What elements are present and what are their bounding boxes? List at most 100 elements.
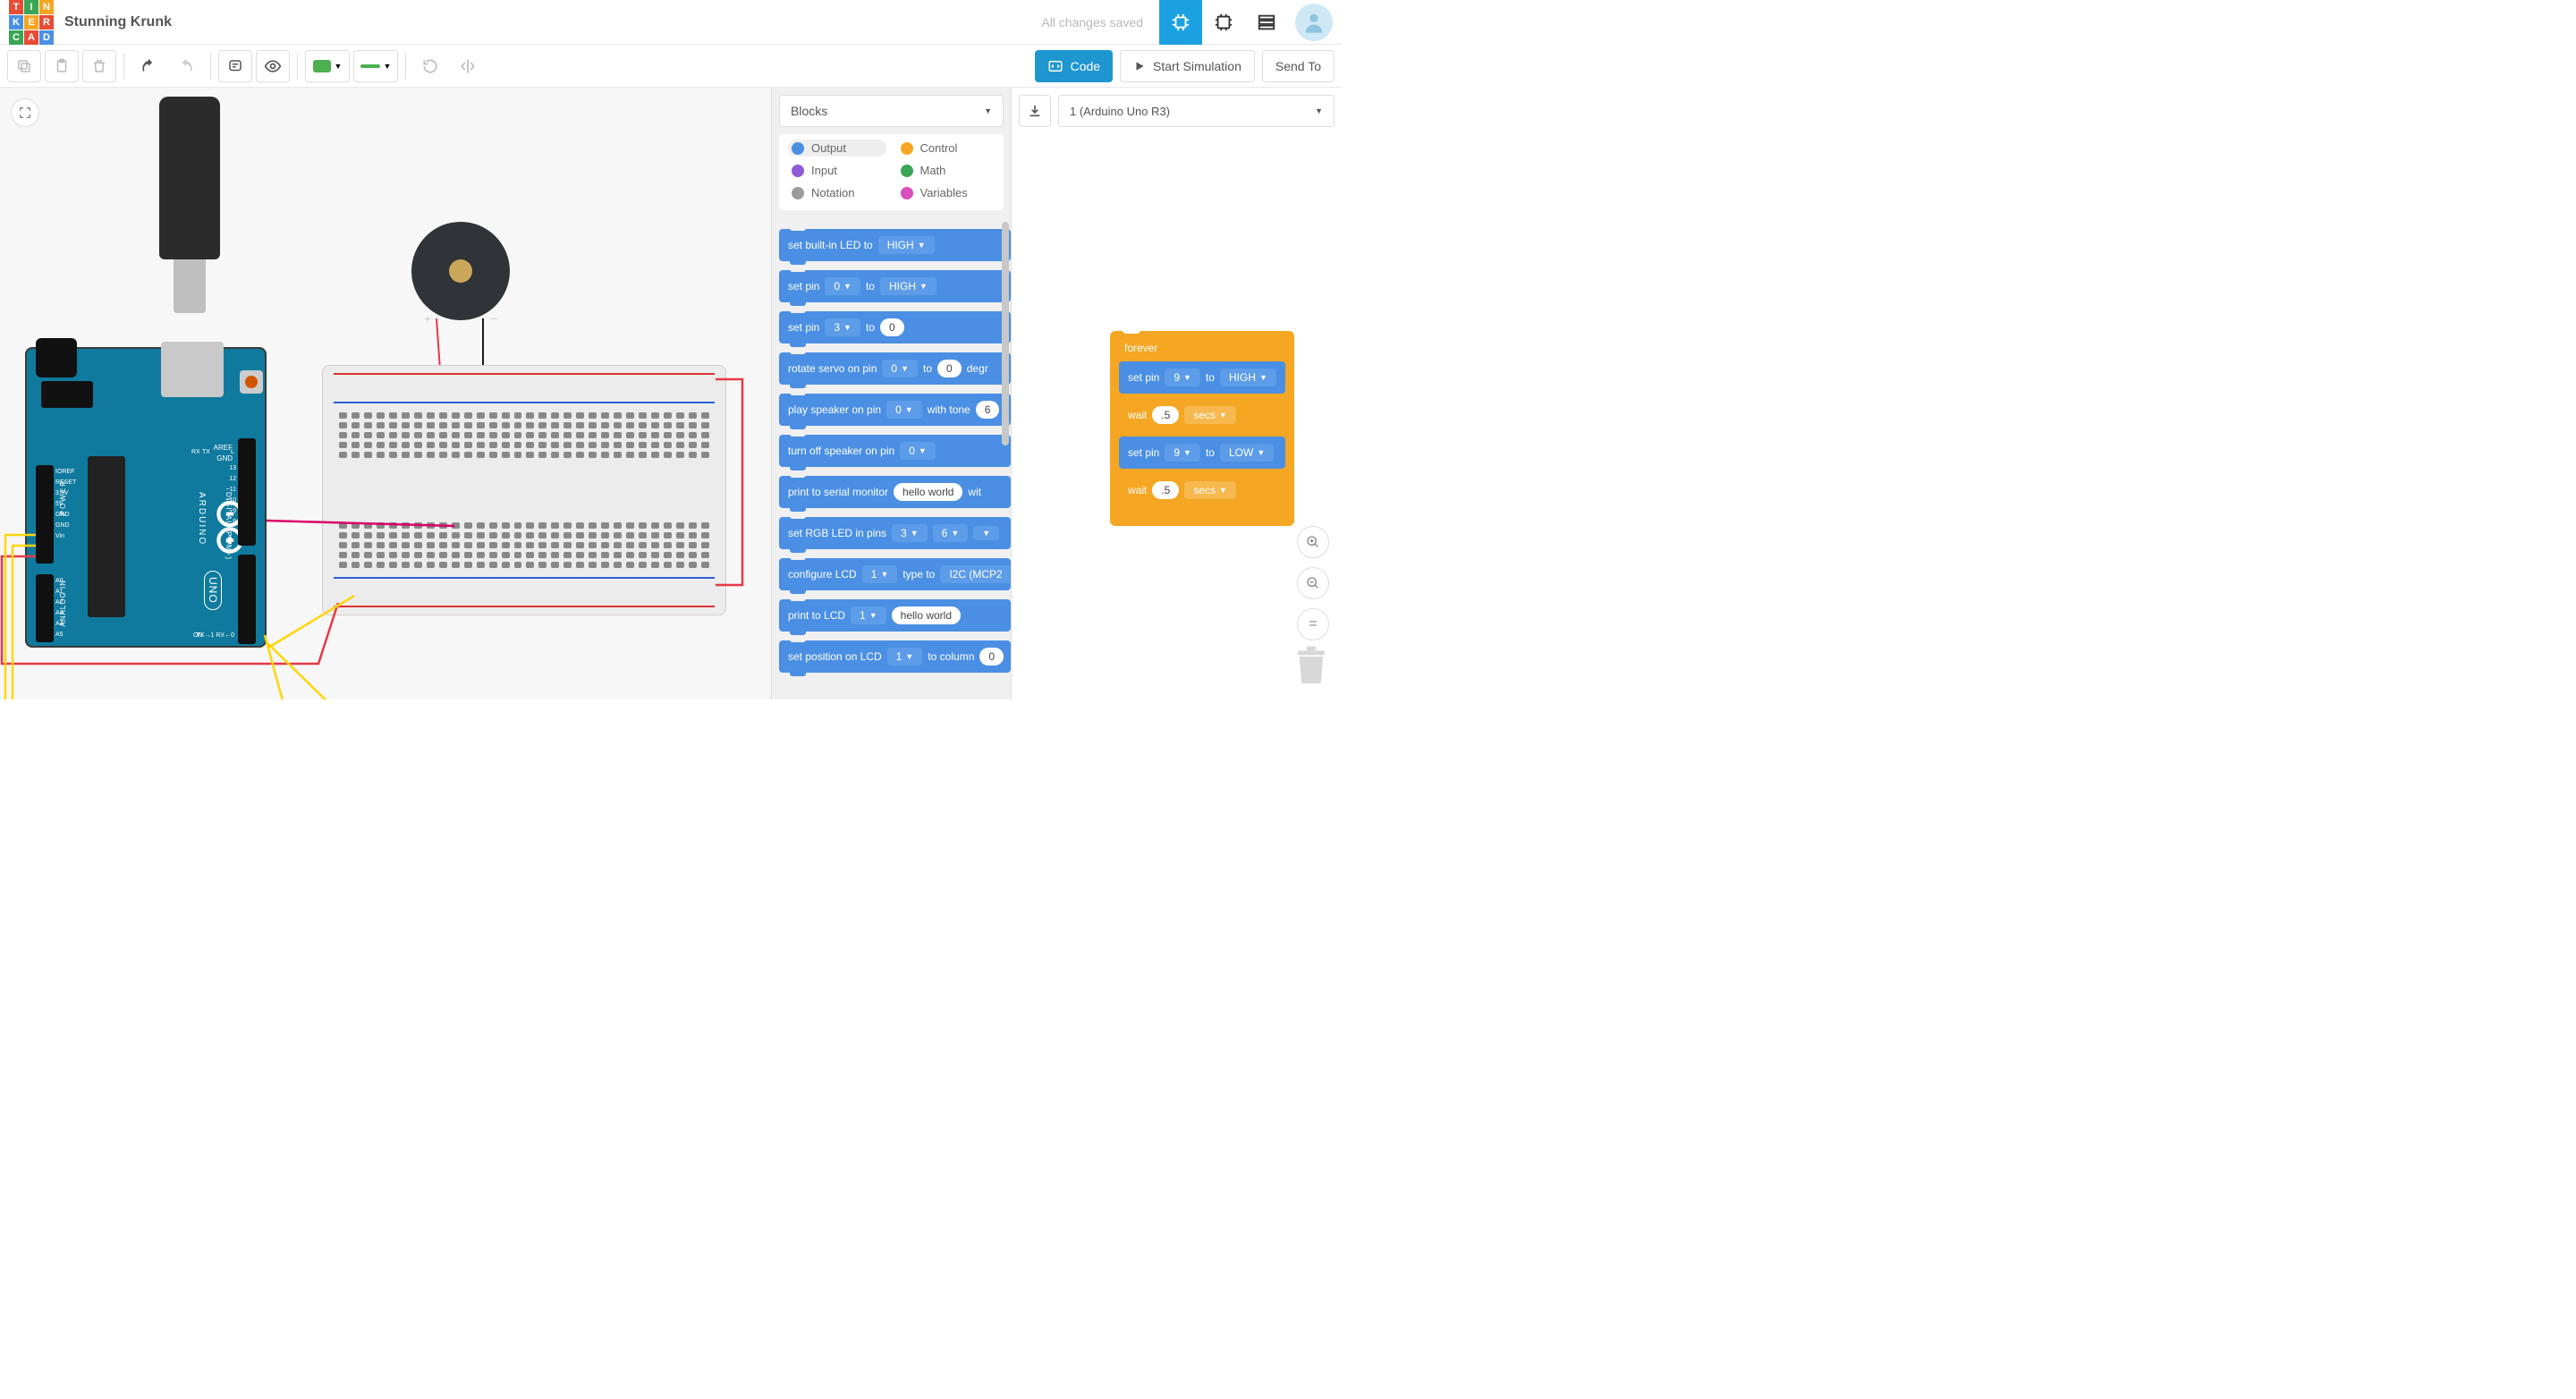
palette-block[interactable]: print to serial monitorhello worldwit (779, 476, 1011, 508)
main-area: + − POWER ANALOG I (0, 88, 1342, 700)
palette-block[interactable]: set position on LCD1 ▼to column0 (779, 640, 1011, 673)
category-notation[interactable]: Notation (788, 184, 886, 201)
zoom-in-button[interactable] (1297, 526, 1329, 558)
category-control[interactable]: Control (897, 140, 996, 157)
forever-label: forever (1119, 340, 1285, 361)
undo-icon (140, 57, 157, 75)
code-block[interactable]: set pin9 ▼toHIGH ▼ (1119, 361, 1285, 394)
send-to-label: Send To (1275, 59, 1321, 73)
schematic-icon (1214, 13, 1233, 32)
redo-icon (177, 57, 195, 75)
scrollbar[interactable] (1002, 222, 1009, 445)
code-icon (1047, 58, 1063, 74)
start-sim-label: Start Simulation (1153, 59, 1241, 73)
rx-label: RX (191, 449, 200, 455)
tx-label: TX (202, 449, 210, 455)
category-variables[interactable]: Variables (897, 184, 996, 201)
board-label: ARDUINO (197, 492, 207, 546)
model-label: UNO (204, 571, 222, 610)
usb-cable[interactable] (159, 97, 220, 338)
palette-block[interactable]: set pin3 ▼to0 (779, 311, 1011, 343)
code-block[interactable]: set pin9 ▼toLOW ▼ (1119, 437, 1285, 469)
view-tab-circuit[interactable] (1159, 0, 1202, 45)
category-input[interactable]: Input (788, 162, 886, 179)
code-view-dropdown[interactable]: Blocks ▼ (779, 95, 1004, 127)
chevron-down-icon: ▼ (384, 62, 392, 71)
rotate-button[interactable] (413, 50, 447, 82)
rotate-icon (421, 57, 439, 75)
delete-button[interactable] (82, 50, 116, 82)
palette-block[interactable]: configure LCD1 ▼type toI2C (MCP2 (779, 558, 1011, 590)
send-to-button[interactable]: Send To (1262, 50, 1335, 82)
category-math[interactable]: Math (897, 162, 996, 179)
project-title[interactable]: Stunning Krunk (64, 14, 172, 30)
zoom-out-button[interactable] (1297, 567, 1329, 599)
palette-block[interactable]: play speaker on pin0 ▼with tone6 (779, 394, 1011, 426)
device-dropdown[interactable]: 1 (Arduino Uno R3) ▼ (1058, 95, 1335, 127)
tinkercad-logo[interactable]: TINKERCAD (9, 0, 54, 45)
paste-button[interactable] (45, 50, 79, 82)
zoom-to-fit-button[interactable] (11, 98, 39, 127)
fill-swatch (313, 60, 331, 72)
block-categories: Output Control Input Math Notation Variables (779, 134, 1004, 210)
breadboard[interactable] (322, 365, 726, 615)
category-output[interactable]: Output (788, 140, 886, 157)
code-block[interactable]: wait.5secs ▼ (1119, 474, 1285, 506)
user-avatar[interactable] (1295, 4, 1333, 41)
undo-button[interactable] (131, 50, 165, 82)
wire-color-picker[interactable]: ▼ (353, 50, 398, 82)
block-palette[interactable]: set built-in LED toHIGH ▼ set pin0 ▼toHIG… (772, 222, 1011, 700)
palette-block[interactable]: turn off speaker on pin0 ▼ (779, 435, 1011, 467)
download-button[interactable] (1019, 95, 1051, 127)
fit-icon (18, 106, 32, 120)
mirror-button[interactable] (451, 50, 485, 82)
forever-block[interactable]: forever set pin9 ▼toHIGH ▼ wait.5secs ▼ se… (1110, 331, 1294, 526)
start-simulation-button[interactable]: Start Simulation (1120, 50, 1255, 82)
palette-block[interactable]: set built-in LED toHIGH ▼ (779, 229, 1011, 261)
trash-icon (1293, 644, 1329, 687)
chevron-down-icon: ▼ (1315, 106, 1323, 115)
copy-button[interactable] (7, 50, 41, 82)
code-workspace[interactable]: 1 (Arduino Uno R3) ▼ forever set pin9 ▼t… (1011, 88, 1342, 700)
chip-icon (1171, 13, 1191, 32)
on-label: ON (193, 632, 203, 639)
palette-block[interactable]: print to LCD1 ▼hello world (779, 599, 1011, 632)
fill-color-picker[interactable]: ▼ (305, 50, 350, 82)
view-tab-schematic[interactable] (1202, 0, 1245, 45)
download-icon (1028, 104, 1042, 118)
palette-block[interactable]: set RGB LED in pins3 ▼6 ▼ ▼ (779, 517, 1011, 549)
code-view-label: Blocks (791, 104, 827, 118)
view-tabs (1159, 0, 1288, 45)
circuit-canvas[interactable]: + − POWER ANALOG I (0, 88, 769, 700)
equals-icon: = (1309, 616, 1317, 632)
gnd-label: GND (216, 454, 233, 462)
wire-swatch (360, 64, 380, 68)
trash-drop-zone[interactable] (1293, 644, 1329, 687)
code-block[interactable]: wait.5secs ▼ (1119, 399, 1285, 431)
list-icon (1257, 13, 1276, 32)
redo-button[interactable] (169, 50, 203, 82)
play-icon (1133, 60, 1146, 72)
l-label: L (231, 449, 234, 455)
code-button[interactable]: Code (1035, 50, 1113, 82)
paste-icon (54, 58, 70, 74)
note-icon (227, 58, 243, 74)
piezo-buzzer[interactable]: + − (411, 222, 510, 320)
person-icon (1301, 10, 1326, 35)
code-label: Code (1071, 59, 1100, 73)
copy-icon (16, 58, 32, 74)
zoom-reset-button[interactable]: = (1297, 608, 1329, 640)
visibility-button[interactable] (256, 50, 290, 82)
arduino-uno[interactable]: POWER ANALOG IN DIGITAL (PWM~) ARDUINO U… (25, 347, 267, 648)
view-tab-components[interactable] (1245, 0, 1288, 45)
trash-icon (91, 58, 107, 74)
palette-block[interactable]: set pin0 ▼toHIGH ▼ (779, 270, 1011, 302)
zoom-out-icon (1306, 576, 1320, 590)
blocks-panel: Blocks ▼ Output Control Input Math Notation V… (771, 88, 1011, 700)
palette-block[interactable]: rotate servo on pin0 ▼to0degr (779, 352, 1011, 385)
notes-button[interactable] (218, 50, 252, 82)
mirror-icon (459, 57, 477, 75)
chevron-down-icon: ▼ (984, 106, 992, 115)
app-header: TINKERCAD Stunning Krunk All changes sav… (0, 0, 1342, 45)
chevron-down-icon: ▼ (335, 62, 343, 71)
